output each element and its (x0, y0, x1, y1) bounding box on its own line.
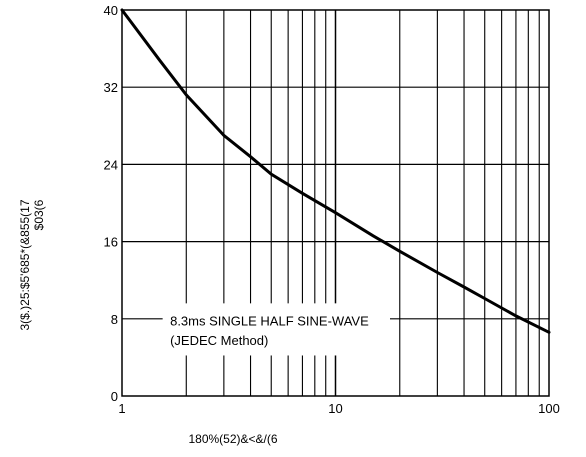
series-line (120, 8, 551, 334)
x-axis-label: 180%(52)&<&/(6 (188, 432, 277, 446)
y-tick-label: 32 (104, 80, 118, 95)
y-axis-units: $03(6 (32, 199, 46, 230)
x-tick-label: 100 (538, 401, 560, 416)
x-tick-label: 1 (118, 401, 125, 416)
y-tick-label: 16 (104, 235, 118, 250)
tick-labels: 0 8 16 24 32 40 1 10 100 (104, 3, 560, 416)
annotation-box (162, 303, 391, 356)
x-tick-label: 10 (328, 401, 342, 416)
y-tick-label: 40 (104, 3, 118, 18)
annotation-line-2: (JEDEC Method) (170, 333, 268, 348)
annotation-line-1: 8.3ms SINGLE HALF SINE-WAVE (170, 314, 369, 329)
y-tick-label: 8 (111, 312, 118, 327)
y-axis-label: 3($.)25:$5'685*(&855(17 (18, 199, 32, 330)
y-tick-label: 0 (111, 389, 118, 404)
plot-frame (121, 9, 550, 397)
grid (122, 10, 549, 396)
y-tick-label: 24 (104, 157, 118, 172)
